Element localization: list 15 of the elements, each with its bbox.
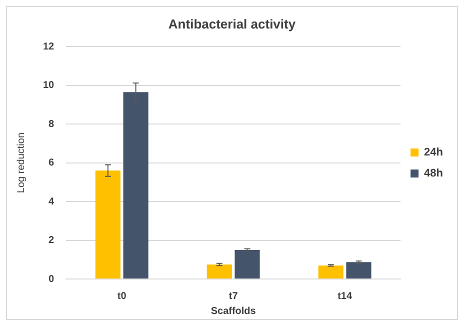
y-tick-label: 8 (48, 118, 55, 130)
y-tick-label: 6 (48, 158, 55, 169)
y-tick-label: 0 (48, 274, 55, 285)
legend-label: 24h (424, 146, 444, 159)
x-tick-label: t14 (338, 290, 352, 302)
x-tick-label: t7 (228, 290, 238, 302)
y-tick-label: 2 (48, 235, 55, 246)
y-axis-title: Log reduction (16, 132, 27, 194)
y-tick-label: 10 (43, 80, 55, 92)
x-tick-label: t0 (117, 290, 127, 302)
legend-label: 48h (424, 168, 444, 180)
chart-title: Antibacterial activity (168, 16, 296, 32)
y-tick-label: 12 (43, 41, 55, 52)
y-tick-label: 4 (48, 196, 55, 208)
x-axis-title: Scaffolds (210, 306, 256, 317)
